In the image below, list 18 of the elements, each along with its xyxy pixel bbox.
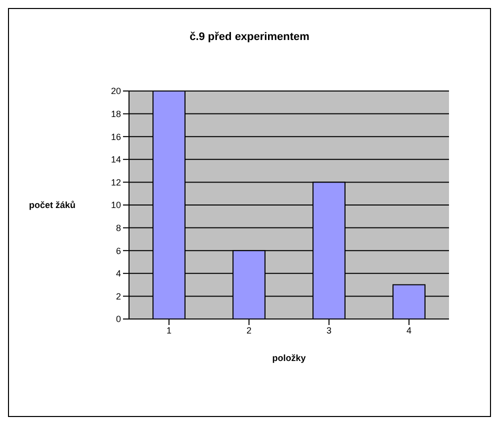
x-tick-label: 2 — [246, 325, 252, 336]
x-tick-label: 3 — [326, 325, 332, 336]
x-tick-label: 1 — [166, 325, 172, 336]
y-tick-label: 14 — [110, 154, 121, 165]
y-tick-label: 2 — [116, 291, 121, 302]
x-axis-title: položky — [272, 353, 306, 363]
y-tick-label: 4 — [116, 268, 121, 279]
y-tick-label: 12 — [110, 177, 121, 188]
y-tick-label: 6 — [116, 246, 121, 256]
chart-title: č.9 před experimentem — [188, 31, 310, 43]
y-tick-label: 18 — [110, 108, 121, 119]
y-tick-label: 0 — [116, 314, 121, 324]
y-tick-label: 16 — [110, 132, 121, 142]
y-tick-label: 8 — [116, 222, 121, 233]
y-tick-label: 10 — [110, 200, 121, 210]
y-axis-title: počet žáků — [29, 200, 76, 210]
y-tick-label: 20 — [110, 86, 121, 96]
x-tick-label: 4 — [406, 325, 412, 336]
